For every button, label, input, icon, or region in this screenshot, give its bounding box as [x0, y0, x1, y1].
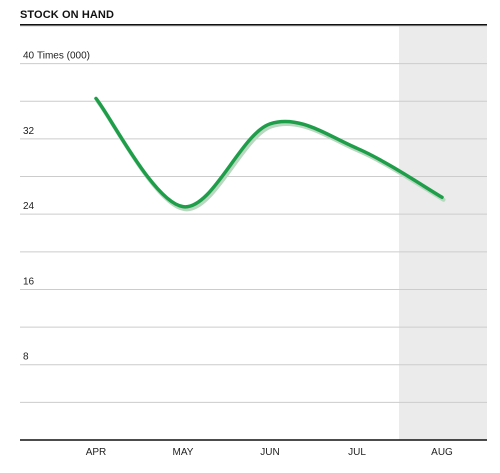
y-tick-label: 8 [23, 352, 29, 363]
y-tick-label: 40 [23, 51, 35, 62]
y-tick-label: 24 [23, 201, 35, 212]
y-tick-label: 16 [23, 276, 35, 287]
y-axis-unit-label: Times (000) [37, 51, 90, 62]
y-tick-label: 32 [23, 126, 35, 137]
x-tick-label: JUL [348, 447, 366, 458]
x-tick-label: MAY [173, 447, 194, 458]
chart-title: STOCK ON HAND [20, 9, 114, 21]
series-line-shadow [95, 98, 446, 212]
x-tick-label: AUG [431, 447, 453, 458]
highlight-band [399, 26, 487, 440]
series-line [94, 96, 444, 209]
x-tick-label: APR [86, 447, 107, 458]
title-rule [20, 24, 487, 26]
x-tick-label: JUN [260, 447, 279, 458]
